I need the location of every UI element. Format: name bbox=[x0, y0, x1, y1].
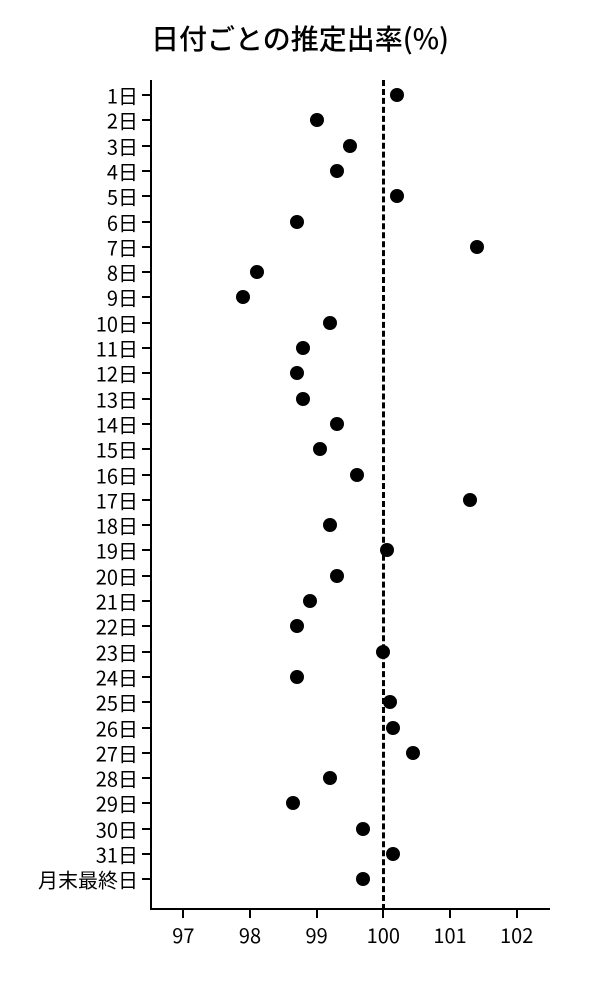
data-point bbox=[290, 670, 304, 684]
x-tick bbox=[316, 910, 318, 918]
y-tick bbox=[142, 651, 150, 653]
y-tick bbox=[142, 170, 150, 172]
y-tick-label: 月末最終日 bbox=[38, 865, 138, 894]
data-point bbox=[313, 442, 327, 456]
data-point bbox=[406, 746, 420, 760]
y-tick bbox=[142, 777, 150, 779]
y-tick bbox=[142, 195, 150, 197]
x-tick-label: 97 bbox=[172, 920, 194, 949]
data-point bbox=[350, 468, 364, 482]
data-point bbox=[290, 619, 304, 633]
data-point bbox=[296, 341, 310, 355]
data-point bbox=[463, 493, 477, 507]
data-point bbox=[286, 796, 300, 810]
data-point bbox=[470, 240, 484, 254]
data-point bbox=[376, 645, 390, 659]
y-tick bbox=[142, 625, 150, 627]
x-tick-label: 102 bbox=[500, 920, 533, 949]
data-point bbox=[310, 113, 324, 127]
y-tick bbox=[142, 246, 150, 248]
y-tick bbox=[142, 727, 150, 729]
data-point bbox=[296, 392, 310, 406]
y-tick bbox=[142, 398, 150, 400]
data-point bbox=[343, 139, 357, 153]
plot-area: 1日2日3日4日5日6日7日8日9日10日11日12日13日14日15日16日1… bbox=[150, 80, 550, 910]
y-tick bbox=[142, 575, 150, 577]
x-tick bbox=[449, 910, 451, 918]
x-tick-label: 99 bbox=[306, 920, 328, 949]
data-point bbox=[250, 265, 264, 279]
y-tick bbox=[142, 474, 150, 476]
data-point bbox=[386, 721, 400, 735]
data-point bbox=[330, 164, 344, 178]
y-tick bbox=[142, 423, 150, 425]
chart-title: 日付ごとの推定出率(%) bbox=[0, 18, 600, 58]
y-tick bbox=[142, 221, 150, 223]
y-tick bbox=[142, 853, 150, 855]
y-tick bbox=[142, 145, 150, 147]
reference-line bbox=[382, 80, 385, 910]
data-point bbox=[236, 290, 250, 304]
y-tick bbox=[142, 676, 150, 678]
data-point bbox=[390, 88, 404, 102]
x-tick bbox=[249, 910, 251, 918]
y-tick bbox=[142, 94, 150, 96]
y-tick bbox=[142, 752, 150, 754]
y-tick bbox=[142, 549, 150, 551]
data-point bbox=[290, 215, 304, 229]
y-tick bbox=[142, 600, 150, 602]
y-tick bbox=[142, 828, 150, 830]
y-tick bbox=[142, 322, 150, 324]
y-tick bbox=[142, 524, 150, 526]
data-point bbox=[383, 695, 397, 709]
data-point bbox=[290, 366, 304, 380]
x-tick bbox=[382, 910, 384, 918]
y-tick bbox=[142, 347, 150, 349]
chart-container: 日付ごとの推定出率(%) 1日2日3日4日5日6日7日8日9日10日11日12日… bbox=[0, 0, 600, 1000]
y-tick bbox=[142, 499, 150, 501]
y-tick bbox=[142, 296, 150, 298]
y-axis bbox=[150, 80, 152, 910]
y-tick bbox=[142, 448, 150, 450]
data-point bbox=[386, 847, 400, 861]
data-point bbox=[330, 417, 344, 431]
x-tick-label: 100 bbox=[367, 920, 400, 949]
data-point bbox=[390, 189, 404, 203]
y-tick bbox=[142, 878, 150, 880]
data-point bbox=[356, 872, 370, 886]
x-tick bbox=[516, 910, 518, 918]
data-point bbox=[330, 569, 344, 583]
x-axis bbox=[150, 908, 550, 910]
data-point bbox=[380, 543, 394, 557]
data-point bbox=[323, 518, 337, 532]
data-point bbox=[323, 316, 337, 330]
y-tick bbox=[142, 802, 150, 804]
x-tick-label: 101 bbox=[433, 920, 466, 949]
data-point bbox=[323, 771, 337, 785]
data-point bbox=[356, 822, 370, 836]
y-tick bbox=[142, 701, 150, 703]
y-tick bbox=[142, 119, 150, 121]
data-point bbox=[303, 594, 317, 608]
y-tick bbox=[142, 372, 150, 374]
x-tick bbox=[182, 910, 184, 918]
y-tick bbox=[142, 271, 150, 273]
x-tick-label: 98 bbox=[239, 920, 261, 949]
